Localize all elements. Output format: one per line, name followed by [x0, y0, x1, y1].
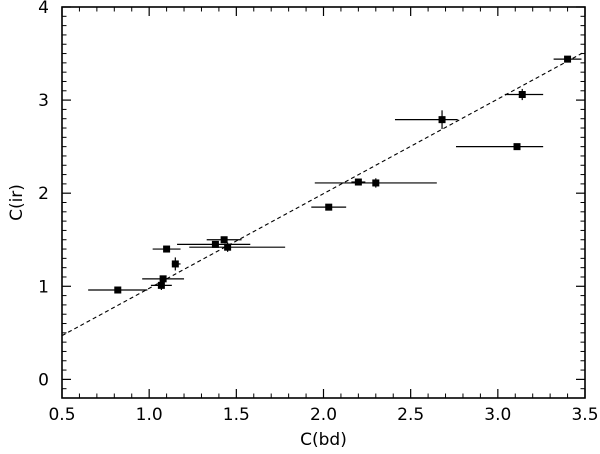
x-tick-label: 3.5 — [571, 405, 598, 425]
axis-ticks — [61, 6, 586, 399]
data-point — [351, 178, 366, 186]
data-point — [394, 110, 458, 129]
point-marker — [518, 91, 526, 99]
y-tick-labels: 0 1 2 3 4 — [38, 0, 49, 390]
point-marker — [114, 286, 122, 294]
x-tick-labels: 0.5 1.0 1.5 2.0 2.5 3.0 3.5 — [48, 405, 598, 425]
point-marker — [354, 178, 362, 186]
data-points-layer — [88, 55, 582, 294]
y-axis-label: C(ir) — [7, 184, 27, 221]
data-point — [177, 240, 251, 248]
point-marker — [372, 179, 380, 187]
point-marker — [438, 116, 446, 124]
data-point — [455, 143, 544, 151]
data-point — [142, 275, 185, 283]
y-tick-label: 1 — [38, 277, 49, 297]
fit-line-layer — [61, 51, 586, 337]
plot-frame — [61, 6, 586, 399]
data-point — [553, 55, 582, 63]
x-axis-label: C(bd) — [300, 430, 347, 450]
point-marker — [157, 281, 165, 289]
x-tick-label: 1.5 — [223, 405, 250, 425]
point-marker — [171, 260, 179, 268]
y-tick-label: 0 — [38, 370, 49, 390]
data-point — [311, 203, 347, 211]
point-marker — [211, 240, 219, 248]
data-point — [189, 242, 286, 252]
data-point — [88, 286, 148, 294]
point-marker — [159, 275, 167, 283]
y-tick-label: 2 — [38, 184, 49, 204]
point-marker — [224, 243, 232, 251]
data-point — [206, 236, 242, 244]
data-point — [171, 257, 181, 271]
x-tick-label: 1.0 — [136, 405, 163, 425]
x-tick-label: 2.0 — [310, 405, 337, 425]
x-tick-label: 2.5 — [397, 405, 424, 425]
data-point — [314, 178, 437, 188]
y-tick-label: 3 — [38, 91, 49, 111]
fit-line — [61, 51, 586, 337]
point-marker — [163, 245, 171, 253]
x-tick-label: 3.0 — [484, 405, 511, 425]
data-point — [152, 245, 181, 253]
y-tick-label: 4 — [38, 0, 49, 18]
data-point — [504, 88, 544, 101]
point-marker — [220, 236, 228, 244]
point-marker — [325, 203, 333, 211]
point-marker — [564, 55, 572, 63]
x-tick-label: 0.5 — [48, 405, 75, 425]
point-marker — [513, 143, 521, 151]
